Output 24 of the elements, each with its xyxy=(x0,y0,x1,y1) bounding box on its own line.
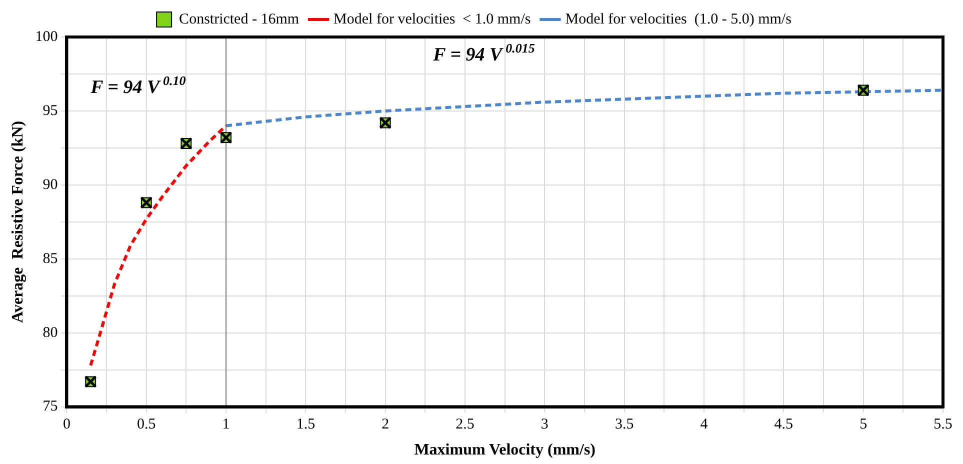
y-tick-label: 75 xyxy=(42,398,58,415)
legend-label: Model for velocities < 1.0 mm/s xyxy=(334,11,531,28)
x-tick-label: 1.5 xyxy=(296,416,316,433)
legend-label: Constricted - 16mm xyxy=(179,11,300,28)
y-tick-label: 85 xyxy=(42,250,58,267)
y-tick-label: 80 xyxy=(42,324,58,341)
x-tick-label: 5 xyxy=(860,416,868,433)
x-tick-label: 5.5 xyxy=(934,416,952,433)
y-axis-title: Average Resistive Force (kN) xyxy=(10,120,27,323)
x-tick-label: 4 xyxy=(700,416,708,433)
y-tick-label: 95 xyxy=(42,102,58,119)
x-tick-label: 2.5 xyxy=(456,416,474,433)
x-tick-label: 4.5 xyxy=(774,416,794,433)
legend-label: Model for velocities (1.0 - 5.0) mm/s xyxy=(565,11,792,28)
line-series xyxy=(89,124,228,367)
x-tick-label: 3.5 xyxy=(614,416,634,433)
y-tick-label: 90 xyxy=(42,176,58,193)
x-tick-label: 0.5 xyxy=(136,416,156,433)
x-axis-title: Maximum Velocity (mm/s) xyxy=(414,442,596,459)
x-tick-label: 3 xyxy=(540,416,548,433)
x-tick-label: 2 xyxy=(382,416,390,433)
x-tick-label: 0 xyxy=(62,416,70,433)
y-tick-label: 100 xyxy=(35,28,58,45)
x-tick-label: 1 xyxy=(222,416,230,433)
